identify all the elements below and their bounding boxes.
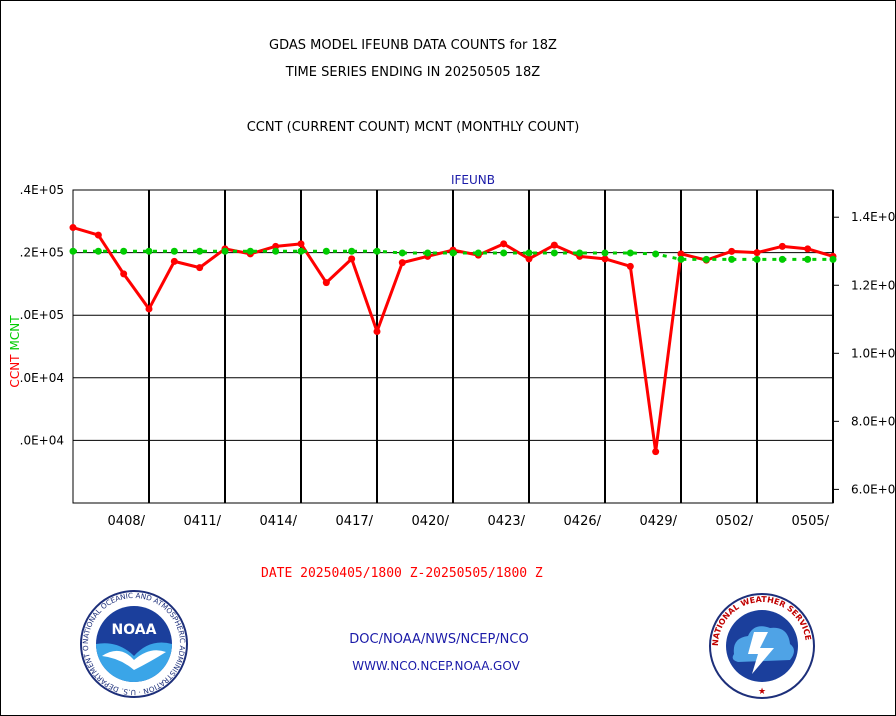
noaa-wordmark: NOAA <box>112 622 157 638</box>
chart-subtitle: CCNT (CURRENT COUNT) MCNT (MONTHLY COUNT… <box>246 120 580 135</box>
data-point-mcnt <box>677 255 685 263</box>
y-axis-label-mcnt: MCNT <box>8 315 22 351</box>
data-point-mcnt <box>322 247 330 255</box>
data-point-ccnt <box>728 247 736 255</box>
data-point-ccnt <box>272 242 280 250</box>
nws-star-icon: ★ <box>758 687 766 697</box>
noaa-logo: NATIONAL OCEANIC AND ATMOSPHERIC ADMINIS… <box>80 590 188 698</box>
data-point-ccnt <box>348 255 356 263</box>
data-point-mcnt <box>576 249 584 257</box>
y-axis-label-ccnt: CCNT <box>8 354 22 388</box>
data-point-ccnt <box>94 231 102 239</box>
x-tick-label: 0420/ <box>412 514 450 529</box>
x-tick-label: 0429/ <box>640 514 678 529</box>
chart-title-line2: TIME SERIES ENDING IN 20250505 18Z <box>285 65 541 80</box>
data-point-mcnt <box>804 255 812 263</box>
data-point-mcnt <box>246 247 254 255</box>
data-point-ccnt <box>652 448 660 456</box>
data-point-ccnt <box>804 245 812 253</box>
data-point-ccnt <box>297 240 305 248</box>
data-point-ccnt <box>373 327 381 335</box>
data-point-mcnt <box>500 249 508 257</box>
data-point-mcnt <box>196 247 204 255</box>
y-tick-label-left: .0E+04 <box>20 371 64 385</box>
data-point-mcnt <box>550 249 558 257</box>
data-point-ccnt <box>753 249 761 257</box>
x-tick-label: 0408/ <box>108 514 146 529</box>
data-point-mcnt <box>525 249 533 257</box>
x-tick-label: 0417/ <box>336 514 374 529</box>
plot-title: IFEUNB <box>451 173 495 187</box>
data-point-mcnt <box>297 247 305 255</box>
nws-lightning-icon <box>748 632 774 674</box>
data-point-mcnt <box>778 255 786 263</box>
data-point-mcnt <box>373 247 381 255</box>
y-tick-label-left: .0E+04 <box>20 433 64 447</box>
data-point-ccnt <box>69 224 77 232</box>
data-point-ccnt <box>677 250 685 258</box>
org-line: DOC/NOAA/NWS/NCEP/NCO <box>349 632 529 647</box>
x-tick-label: 0414/ <box>260 514 298 529</box>
data-point-mcnt <box>652 250 660 258</box>
data-point-ccnt <box>778 242 786 250</box>
y-tick-label-left: .0E+05 <box>20 308 64 322</box>
x-tick-label: 0423/ <box>488 514 526 529</box>
x-tick-label: 0411/ <box>184 514 222 529</box>
y-tick-label-right: 8.0E+0 <box>851 414 895 428</box>
data-point-ccnt <box>550 241 558 249</box>
data-point-ccnt <box>500 240 508 248</box>
x-tick-label: 0426/ <box>564 514 602 529</box>
date-range-label: DATE 20250405/1800 Z-20250505/1800 Z <box>261 566 543 581</box>
y-tick-label-left: .4E+05 <box>20 183 64 197</box>
data-point-ccnt <box>145 305 153 313</box>
data-point-ccnt <box>626 262 634 270</box>
data-point-mcnt <box>145 247 153 255</box>
data-point-mcnt <box>348 247 356 255</box>
y-tick-label-right: 1.0E+0 <box>851 346 895 360</box>
y-tick-label-right: 1.2E+0 <box>851 278 895 292</box>
x-tick-label: 0502/ <box>716 514 754 529</box>
data-point-mcnt <box>398 249 406 257</box>
data-point-mcnt <box>120 247 128 255</box>
y-tick-label-left: .2E+05 <box>20 246 64 260</box>
data-point-ccnt <box>525 255 533 263</box>
chart-title-line1: GDAS MODEL IFEUNB DATA COUNTS for 18Z <box>269 38 557 53</box>
nws-cloud-icon <box>732 626 794 662</box>
data-point-ccnt <box>398 259 406 267</box>
nws-logo: NATIONAL WEATHER SERVICE ★ <box>709 593 815 699</box>
data-point-ccnt <box>120 270 128 278</box>
data-point-ccnt <box>170 257 178 265</box>
data-point-mcnt <box>601 249 609 257</box>
x-tick-label: 0505/ <box>792 514 830 529</box>
data-point-mcnt <box>626 249 634 257</box>
data-point-mcnt <box>728 255 736 263</box>
y-tick-label-right: 6.0E+0 <box>851 482 895 496</box>
data-point-mcnt <box>702 255 710 263</box>
data-point-mcnt <box>94 247 102 255</box>
data-point-mcnt <box>474 249 482 257</box>
data-point-mcnt <box>272 247 280 255</box>
data-point-mcnt <box>753 255 761 263</box>
data-point-mcnt <box>449 249 457 257</box>
data-point-ccnt <box>196 264 204 272</box>
data-point-ccnt <box>322 279 330 287</box>
data-point-mcnt <box>424 249 432 257</box>
y-tick-label-right: 1.4E+0 <box>851 210 895 224</box>
data-point-mcnt <box>69 247 77 255</box>
y-axis-label: CCNT MCNT <box>8 315 22 388</box>
website-link[interactable]: WWW.NCO.NCEP.NOAA.GOV <box>352 659 520 673</box>
data-point-mcnt <box>170 247 178 255</box>
noaa-bird-icon <box>102 650 166 670</box>
data-point-ccnt <box>601 255 609 263</box>
data-point-mcnt <box>829 255 837 263</box>
data-point-mcnt <box>221 247 229 255</box>
